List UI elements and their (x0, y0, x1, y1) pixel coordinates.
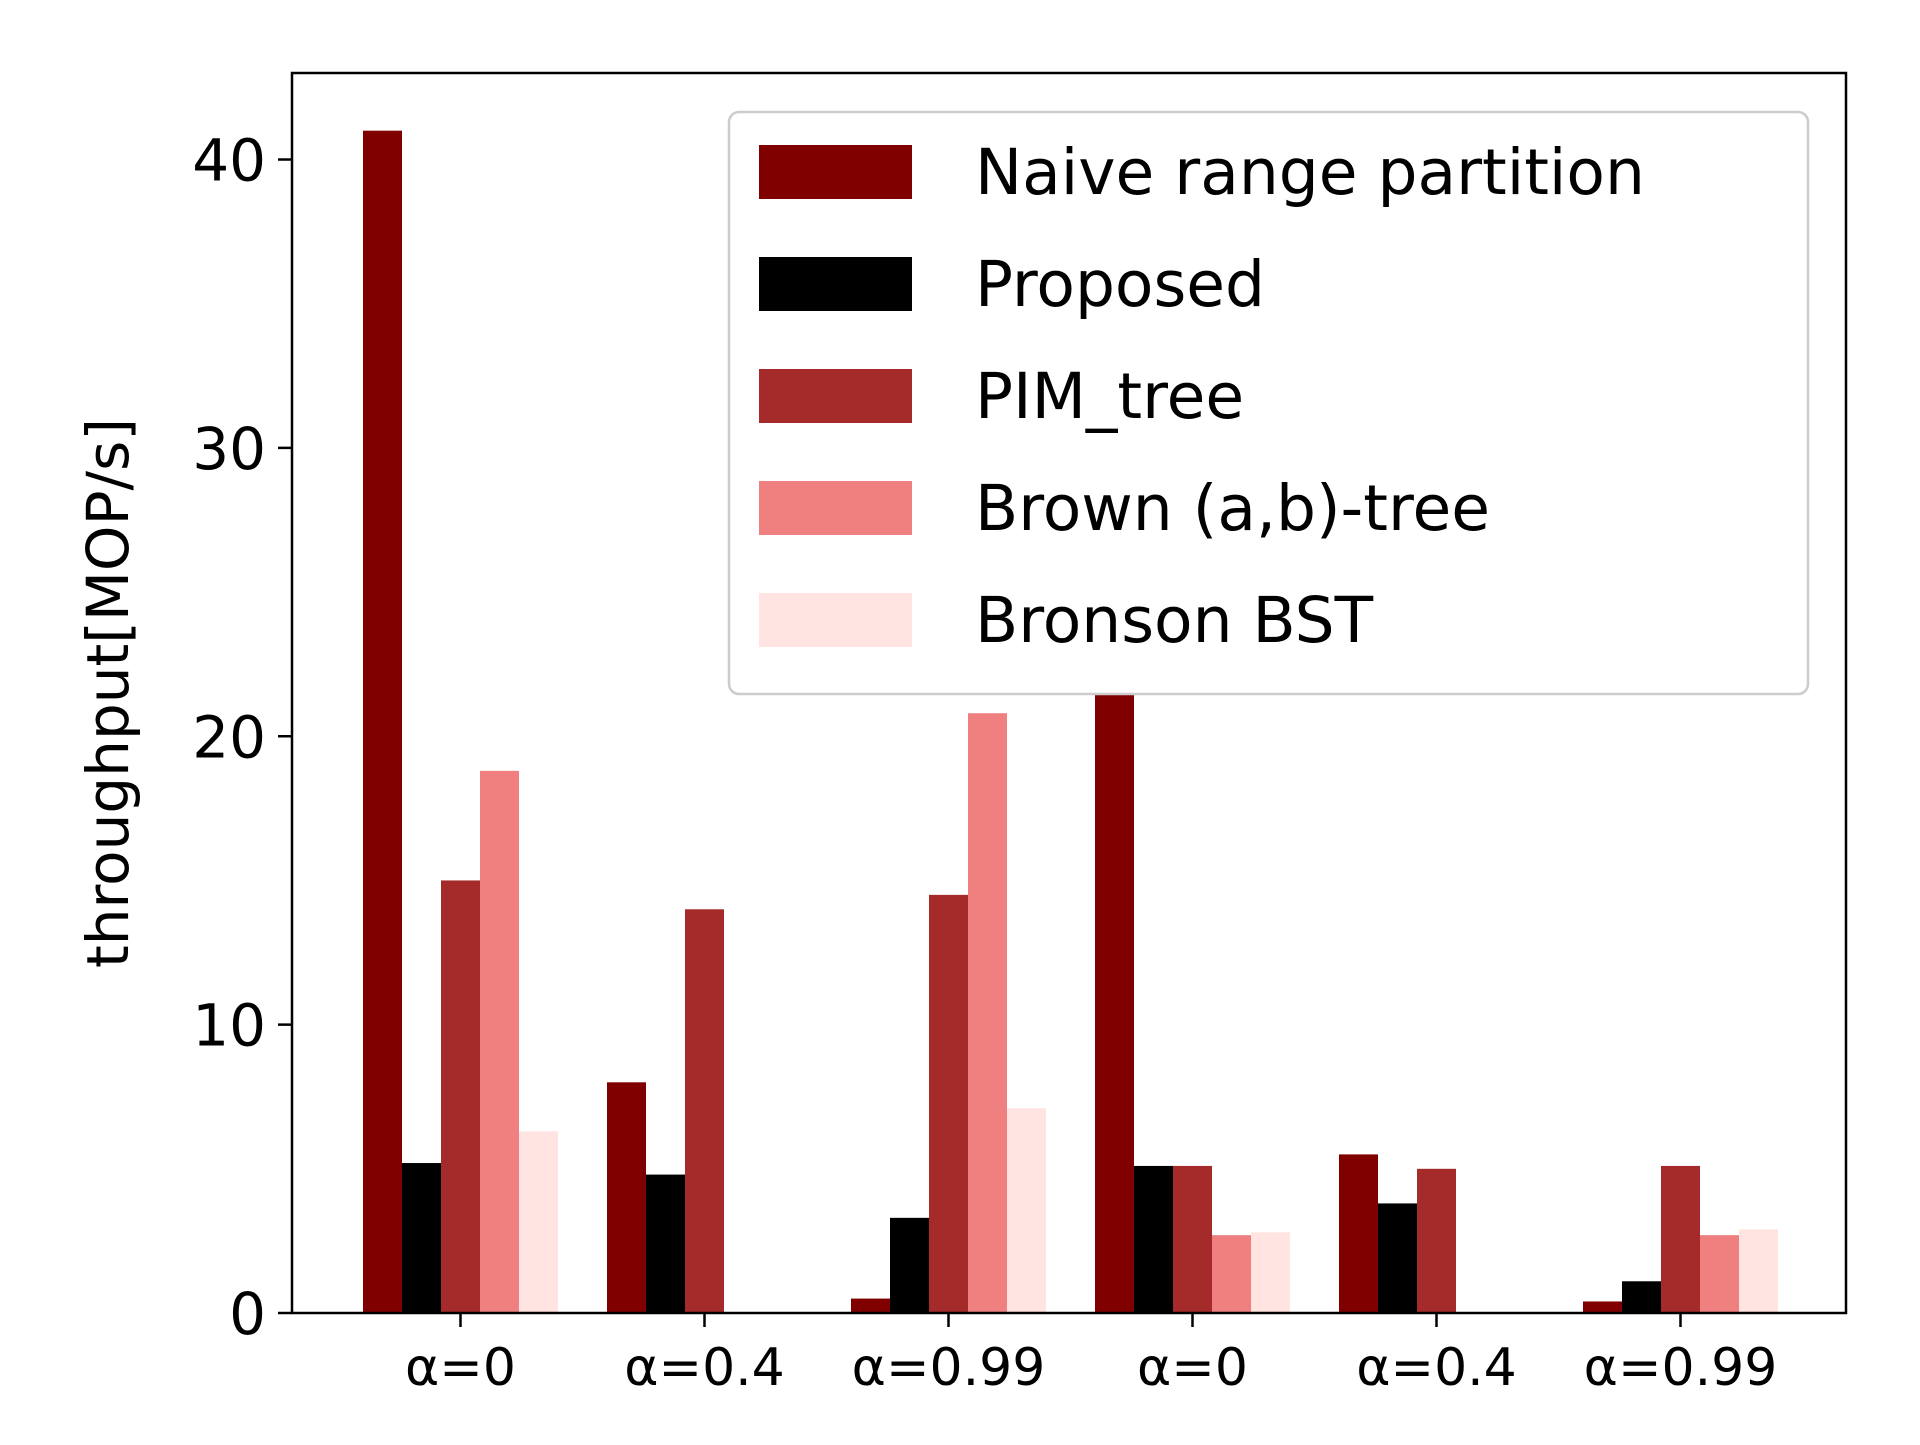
bar-pim-tree-2 (685, 909, 724, 1313)
bar-naive-range-partition-4 (1095, 693, 1134, 1313)
bar-bronson-bst-1 (519, 1131, 558, 1313)
bar-brown-a-b-tree-3 (968, 713, 1007, 1313)
legend-swatch (759, 145, 912, 199)
y-axis: 0 10 20 30 40 (192, 127, 292, 1348)
bar-proposed-5 (1378, 1203, 1417, 1313)
x-category-label: α=0.99 (852, 1338, 1046, 1398)
bar-naive-range-partition-5 (1339, 1154, 1378, 1313)
bar-brown-a-b-tree-4 (1212, 1235, 1251, 1313)
legend-swatch (759, 481, 912, 535)
x-category-label: α=0 (1137, 1338, 1248, 1398)
bar-naive-range-partition-1 (363, 130, 402, 1313)
legend-label: PIM_tree (975, 360, 1244, 433)
legend-swatch (759, 369, 912, 423)
bar-proposed-4 (1134, 1165, 1173, 1313)
y-tick-label: 20 (192, 703, 266, 771)
x-category-label: α=0.4 (624, 1338, 785, 1398)
bar-naive-range-partition-2 (607, 1082, 646, 1313)
bar-brown-a-b-tree-6 (1700, 1235, 1739, 1313)
bar-pim-tree-1 (441, 880, 480, 1313)
bar-pim-tree-6 (1661, 1165, 1700, 1313)
bar-pim-tree-4 (1173, 1165, 1212, 1313)
legend-label: Brown (a,b)-tree (975, 472, 1490, 545)
legend-frame (727, 110, 1810, 696)
bar-proposed-1 (402, 1163, 441, 1313)
bar-proposed-6 (1622, 1281, 1661, 1313)
legend-label: Naive range partition (975, 136, 1645, 209)
y-tick-label: 0 (229, 1280, 266, 1348)
legend-label: Bronson BST (975, 584, 1374, 657)
legend: Naive range partition Proposed PIM_tree Bro… (727, 110, 1810, 696)
bar-pim-tree-3 (929, 894, 968, 1313)
x-category-label: α=0.99 (1584, 1338, 1778, 1398)
y-tick-label: 40 (192, 127, 266, 195)
bar-naive-range-partition-6 (1583, 1301, 1622, 1313)
x-category-label: α=0.4 (1356, 1338, 1517, 1398)
bar-pim-tree-5 (1417, 1168, 1456, 1313)
bar-bronson-bst-3 (1007, 1108, 1046, 1313)
plot-area-frame (290, 71, 1848, 1315)
bar-naive-range-partition-3 (851, 1298, 890, 1313)
x-category-label: α=0 (405, 1338, 516, 1398)
bar-brown-a-b-tree-1 (480, 770, 519, 1313)
bars-layer (363, 130, 1778, 1313)
legend-swatch (759, 593, 912, 647)
bar-proposed-3 (890, 1217, 929, 1313)
y-axis-label: throughput[MOP/s] (74, 418, 142, 968)
legend-swatch (759, 257, 912, 311)
legend-label: Proposed (975, 248, 1265, 321)
x-axis: α=0 α=0.4 α=0.99 α=0 α=0.4 α=0.99 (405, 1313, 1777, 1398)
y-tick-label: 30 (192, 415, 266, 483)
bar-proposed-2 (646, 1174, 685, 1313)
bar-bronson-bst-4 (1251, 1232, 1290, 1313)
bar-bronson-bst-6 (1739, 1229, 1778, 1313)
y-tick-label: 10 (192, 992, 266, 1060)
